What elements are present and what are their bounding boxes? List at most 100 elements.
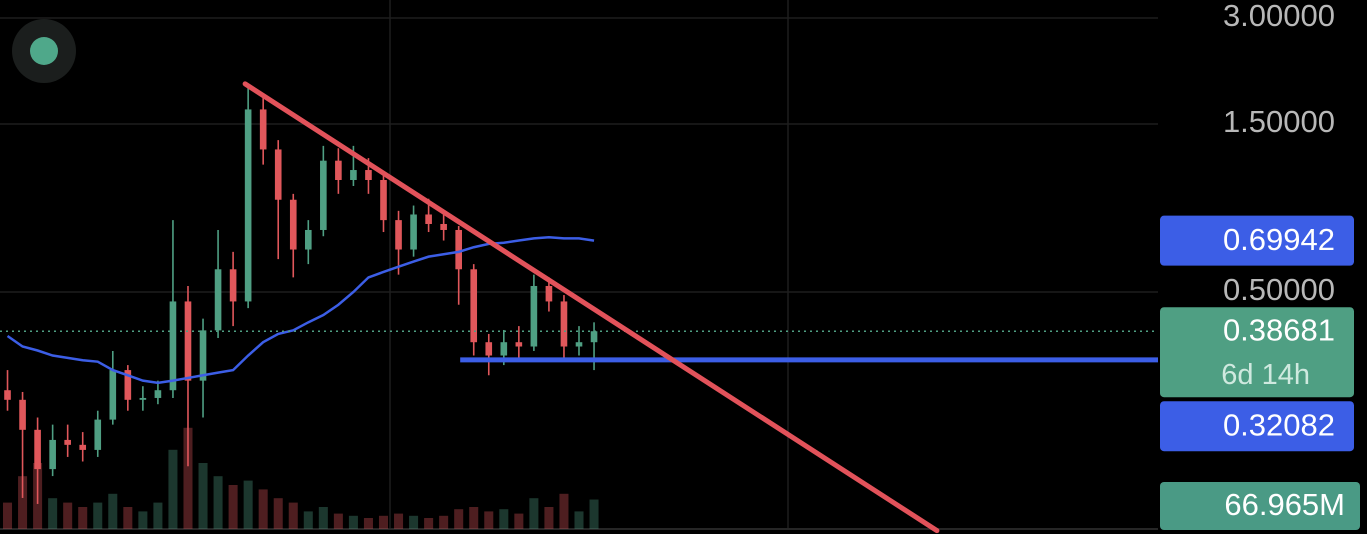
volume-bar: [559, 493, 569, 529]
volume-bar: [78, 507, 88, 529]
candle-body: [109, 370, 117, 420]
candle-body: [34, 429, 41, 470]
volume-bar: [93, 502, 103, 529]
status-icon-dot[interactable]: [30, 37, 58, 65]
volume-bar: [288, 502, 298, 529]
volume-bar: [138, 511, 148, 529]
volume-bar: [3, 502, 13, 529]
candle-layer: [4, 83, 598, 504]
y-tick-label: 0.50000: [1223, 272, 1335, 307]
volume-bar: [544, 507, 554, 529]
candle-body: [470, 269, 478, 343]
price-axis: 3.00000 1.50000 0.50000 0.69942 0.38681 6d 14…: [1160, 0, 1360, 530]
volume-bar: [348, 515, 358, 529]
volume-bar: [258, 489, 268, 529]
volume-bar: [424, 518, 434, 529]
y-tick-label: 1.50000: [1223, 104, 1335, 139]
volume-bar: [63, 502, 73, 529]
volume-bar: [409, 515, 419, 529]
candle-body: [79, 444, 87, 450]
candle-body: [49, 439, 56, 470]
candle-body: [380, 179, 387, 221]
candle-body: [545, 285, 553, 302]
volume-bar: [273, 498, 283, 529]
candle-body: [440, 223, 447, 230]
candle-body: [455, 229, 462, 270]
candle-body: [335, 160, 342, 180]
candle-body: [124, 370, 132, 400]
volume-bar: [303, 511, 313, 529]
candle-body: [410, 214, 417, 250]
candle-body: [199, 330, 207, 381]
volume-bar: [333, 513, 343, 529]
volume-bar: [378, 515, 389, 529]
volume-bar: [318, 507, 328, 529]
candle-body: [395, 220, 402, 250]
moving-average-value: 0.69942: [1223, 222, 1335, 257]
support-badge: [1160, 401, 1354, 452]
volume-value: 66.965M: [1224, 487, 1345, 522]
volume-bar: [108, 493, 118, 529]
candle-body: [350, 170, 357, 180]
volume-bar: [363, 518, 373, 529]
volume-layer: [3, 427, 599, 529]
trend-line: [242, 81, 940, 534]
candle-body: [169, 301, 177, 391]
candle-body: [530, 285, 538, 347]
candle-body: [320, 160, 327, 230]
candle-body: [139, 397, 147, 400]
candle-body: [229, 269, 237, 302]
candle-body: [64, 439, 71, 445]
candle-body: [485, 342, 493, 356]
volume-bar: [484, 511, 494, 529]
volume-bar: [18, 476, 28, 529]
moving-average-badge: [1160, 215, 1354, 266]
candle-body: [274, 149, 282, 200]
volume-bar: [394, 513, 404, 529]
volume-bar: [529, 498, 539, 529]
volume-bar: [198, 463, 208, 529]
volume-bar: [469, 507, 479, 529]
candle-body: [289, 199, 297, 250]
volume-bar: [499, 509, 509, 529]
candle-body: [154, 390, 162, 398]
volume-bar: [48, 498, 58, 529]
candle-body: [94, 419, 102, 450]
volume-bar: [168, 449, 178, 529]
candle-body: [184, 301, 192, 381]
candle-body: [259, 109, 267, 150]
volume-bar: [228, 485, 238, 529]
volume-bar: [454, 509, 464, 529]
countdown: 6d 14h: [1221, 359, 1310, 391]
volume-bar: [243, 480, 253, 529]
support-value: 0.32082: [1223, 407, 1335, 442]
candle-body: [590, 331, 598, 343]
volume-bar: [183, 427, 193, 529]
volume-bar: [213, 476, 223, 529]
candle-body: [4, 390, 11, 400]
volume-badge: [1160, 482, 1360, 530]
price-badge: [1160, 307, 1354, 398]
volume-bar: [153, 502, 163, 529]
candle-body: [214, 269, 222, 331]
candle-body: [575, 342, 583, 347]
line-layer: [0, 81, 1158, 534]
y-tick-label: 3.00000: [1223, 0, 1335, 33]
candle-body: [19, 399, 26, 430]
candle-body: [244, 109, 252, 302]
candle-body: [365, 170, 372, 180]
grid: [0, 17, 1158, 293]
candle-body: [560, 301, 568, 347]
price-value: 0.38681: [1223, 312, 1335, 347]
volume-bar: [439, 515, 449, 529]
candle-body: [425, 214, 432, 224]
volume-bar: [514, 513, 524, 529]
volume-bar: [574, 511, 584, 529]
candle-body: [515, 342, 523, 347]
candle-body: [500, 342, 508, 356]
volume-bar: [589, 499, 599, 529]
candle-body: [304, 229, 312, 250]
volume-bar: [123, 507, 133, 529]
